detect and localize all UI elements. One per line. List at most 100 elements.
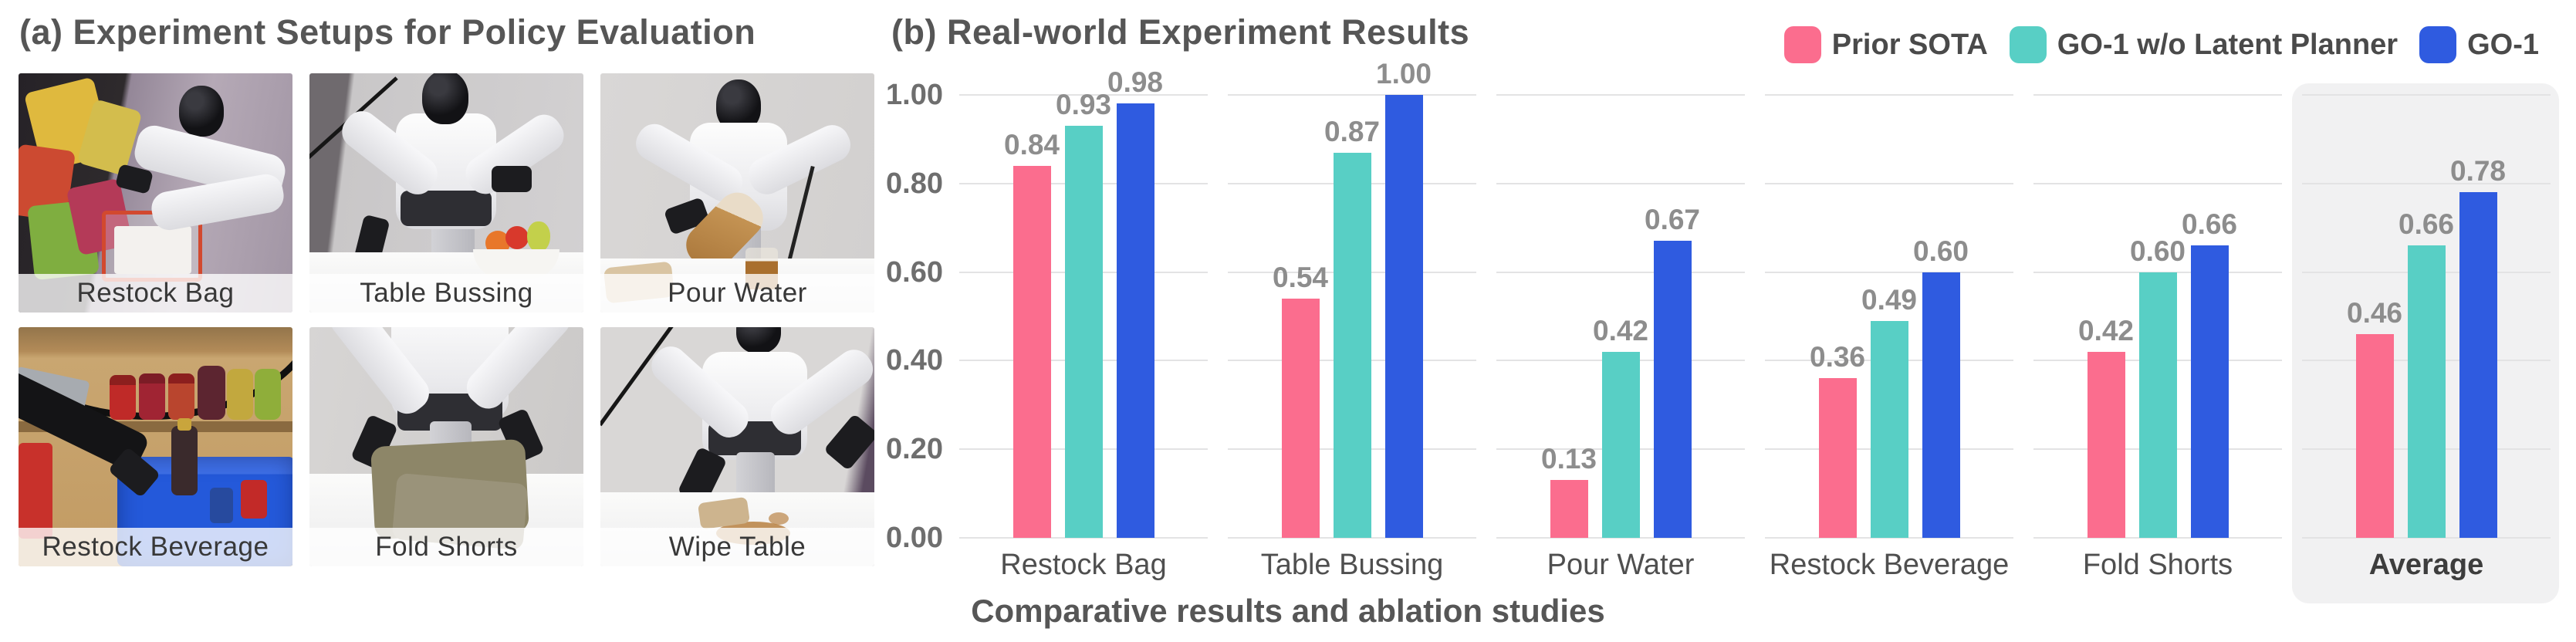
bar-value-label: 0.42 xyxy=(2077,314,2135,346)
photo-fold-shorts: Fold Shorts xyxy=(309,327,583,566)
experiment-photo-grid: Restock Bag Table Bussing Pour Water xyxy=(19,73,874,566)
bar-prior-sota: 0.42 xyxy=(2078,315,2134,538)
chart-caption: Comparative results and ablation studies xyxy=(971,593,1605,629)
bar-go-1-w-o-latent-planner: 0.66 xyxy=(2399,208,2454,538)
y-axis-tick: 0.20 xyxy=(886,433,943,466)
bar-group: 0.84 0.93 0.98 xyxy=(959,66,1208,538)
bar-go-1-w-o-latent-planner: 0.42 xyxy=(1593,315,1648,538)
photo-label: Table Bussing xyxy=(309,274,583,313)
bar-value-label: 0.42 xyxy=(1592,314,1649,346)
panel-b-title: (b) Real-world Experiment Results xyxy=(891,12,1470,52)
y-axis-tick: 0.00 xyxy=(886,522,943,554)
category-panel: 0.84 0.93 0.98 Restock Bag xyxy=(959,66,1208,581)
fruit-bowl-shape xyxy=(473,249,559,279)
gridline xyxy=(2302,537,2551,539)
photo-restock-bag: Restock Bag xyxy=(19,73,292,313)
robot-head xyxy=(179,86,224,137)
legend-item: Prior SOTA xyxy=(1783,26,1988,63)
bar-value-label: 0.66 xyxy=(2181,208,2238,241)
legend-label: Prior SOTA xyxy=(1831,28,1988,61)
photo-label: Restock Bag xyxy=(19,274,292,313)
bar-value-label: 0.78 xyxy=(2449,155,2507,188)
bar-value-label: 0.54 xyxy=(1272,262,1329,294)
legend-item: GO-1 w/o Latent Planner xyxy=(2009,26,2399,63)
gridline xyxy=(1496,271,1745,273)
bar-value-label: 0.36 xyxy=(1809,341,1866,373)
bar-group: 0.13 0.42 0.67 xyxy=(1496,95,1745,538)
legend-swatch xyxy=(2009,26,2047,63)
robot-waist xyxy=(401,191,492,226)
bar-go-1-w-o-latent-planner: 0.93 xyxy=(1056,89,1111,538)
bar-go-1: 0.78 xyxy=(2450,155,2506,538)
bar-go-1-w-o-latent-planner: 0.60 xyxy=(2130,235,2186,538)
bar-group: 0.46 0.66 0.78 xyxy=(2302,95,2551,538)
spill-shape xyxy=(769,512,789,525)
fruit-pear-shape xyxy=(527,221,550,252)
category-panel: 0.36 0.49 0.60 Restock Beverage xyxy=(1765,94,2013,581)
photo-pour-water: Pour Water xyxy=(600,73,874,313)
legend-label: GO-1 xyxy=(2467,28,2539,61)
bar-go-1-w-o-latent-planner: 0.49 xyxy=(1861,284,1917,538)
bar-value-label: 0.67 xyxy=(1644,204,1701,236)
category-label: Average xyxy=(2368,549,2484,581)
bar-value-label: 0.46 xyxy=(2346,296,2403,329)
gridline xyxy=(1765,271,2013,273)
bottle-shape xyxy=(255,369,281,420)
photo-label: Fold Shorts xyxy=(309,528,583,566)
gridline xyxy=(2033,182,2282,184)
bar-value-label: 0.49 xyxy=(1861,283,1918,316)
category-label: Pour Water xyxy=(1547,549,1695,581)
can-stack-shape xyxy=(19,443,52,539)
panel-a-title: (a) Experiment Setups for Policy Evaluat… xyxy=(19,12,756,52)
y-axis-tick: 0.80 xyxy=(886,167,943,200)
bar-group: 0.42 0.60 0.66 xyxy=(2033,95,2282,538)
bar-prior-sota: 0.46 xyxy=(2347,297,2402,538)
gridline xyxy=(1496,537,1745,539)
gridline xyxy=(1496,182,1745,184)
bar-value-label: 0.13 xyxy=(1540,443,1597,475)
photo-restock-beverage: Restock Beverage xyxy=(19,327,292,566)
gridline xyxy=(1228,94,1476,96)
photo-label: Pour Water xyxy=(600,274,874,313)
bar-prior-sota: 0.36 xyxy=(1810,341,1865,538)
photo-wipe-table: Wipe Table xyxy=(600,327,874,566)
category-label: Restock Bag xyxy=(1000,549,1167,581)
y-axis-tick: 0.40 xyxy=(886,344,943,377)
bar-value-label: 0.84 xyxy=(1003,128,1060,160)
gridline xyxy=(2033,537,2282,539)
category-panel: 0.13 0.42 0.67 Pour Water xyxy=(1496,94,1745,581)
crate-can-shape xyxy=(210,488,233,523)
category-panel: 0.42 0.60 0.66 Fold Shorts xyxy=(2033,94,2282,581)
gridline xyxy=(959,94,1208,96)
y-axis-tick: 0.60 xyxy=(886,255,943,289)
gridline xyxy=(1765,182,2013,184)
bottle-shape xyxy=(198,366,225,420)
bar-value-label: 0.93 xyxy=(1055,89,1112,121)
y-axis-tick: 1.00 xyxy=(886,79,943,111)
bar-go-1: 0.98 xyxy=(1107,66,1163,538)
bottle-cap-shape xyxy=(177,418,191,431)
can-shape xyxy=(110,375,136,420)
photo-label: Restock Beverage xyxy=(19,528,292,566)
bar-go-1: 0.67 xyxy=(1645,204,1700,538)
gridline xyxy=(1228,537,1476,539)
bar-group: 0.54 0.87 1.00 xyxy=(1228,58,1476,538)
crate-bottle-shape xyxy=(171,426,198,495)
robot-head xyxy=(422,73,468,124)
category-panel: 0.46 0.66 0.78 Average xyxy=(2302,94,2551,581)
gridline xyxy=(959,537,1208,539)
bar-go-1: 0.60 xyxy=(1913,235,1969,538)
photo-table-bussing: Table Bussing xyxy=(309,73,583,313)
bar-value-label: 1.00 xyxy=(1375,58,1432,90)
bar-prior-sota: 0.84 xyxy=(1004,129,1060,538)
legend-label: GO-1 w/o Latent Planner xyxy=(2057,28,2399,61)
bar-value-label: 0.87 xyxy=(1323,115,1381,147)
gridline xyxy=(1765,94,2013,96)
bar-go-1: 0.66 xyxy=(2182,208,2237,538)
category-label: Restock Beverage xyxy=(1769,549,2010,581)
bar-group: 0.36 0.49 0.60 xyxy=(1765,95,2013,538)
photo-label: Wipe Table xyxy=(600,528,874,566)
robot-head xyxy=(736,327,781,353)
gridline xyxy=(1496,94,1745,96)
category-panel: 0.54 0.87 1.00 Table Bussing xyxy=(1228,58,1476,581)
